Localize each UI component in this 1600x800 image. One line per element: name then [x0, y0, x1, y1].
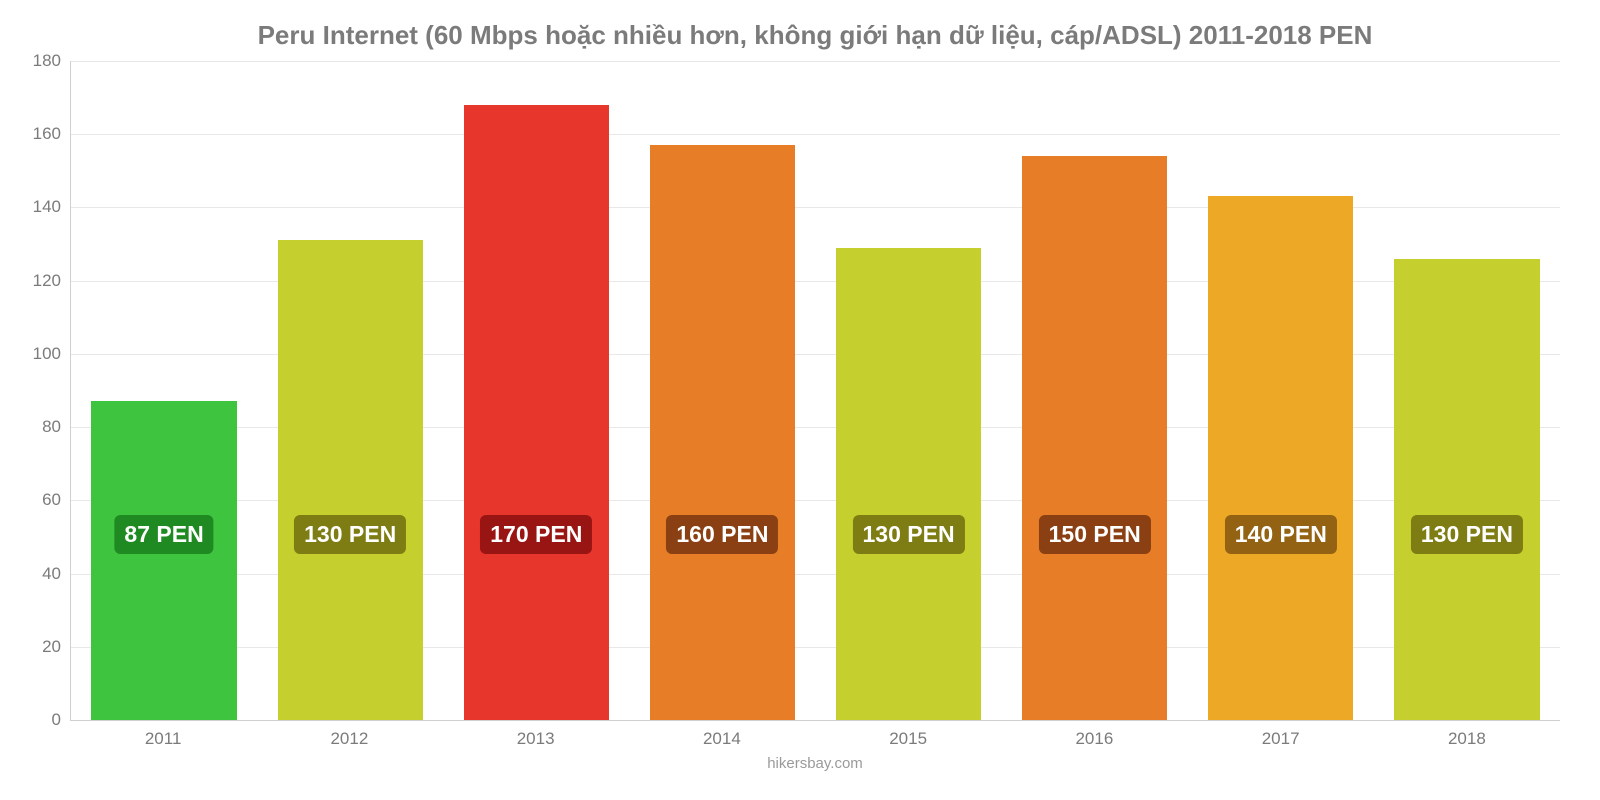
bar-slot: 140 PEN [1188, 61, 1374, 720]
bar: 130 PEN [278, 240, 423, 720]
x-tick-label: 2012 [256, 729, 442, 749]
bar-value-label: 170 PEN [480, 515, 592, 554]
bar: 150 PEN [1022, 156, 1167, 720]
x-tick-label: 2017 [1188, 729, 1374, 749]
bars-row: 87 PEN 130 PEN 170 PEN 160 PEN 130 PEN 150 PE… [71, 61, 1560, 720]
bar-slot: 130 PEN [257, 61, 443, 720]
y-tick-label: 20 [42, 637, 71, 657]
bar-value-label: 140 PEN [1225, 515, 1337, 554]
bar: 130 PEN [1394, 259, 1539, 720]
bar-value-label: 130 PEN [294, 515, 406, 554]
bar-slot: 150 PEN [1002, 61, 1188, 720]
x-axis-labels: 20112012201320142015201620172018 [70, 729, 1560, 749]
bar: 130 PEN [836, 248, 981, 720]
bar: 160 PEN [650, 145, 795, 720]
bar-slot: 87 PEN [71, 61, 257, 720]
plot-area: 020406080100120140160180 87 PEN130 PEN17… [70, 61, 1560, 721]
y-tick-label: 160 [33, 124, 71, 144]
bar-slot: 170 PEN [443, 61, 629, 720]
bar-value-label: 87 PEN [114, 515, 213, 554]
y-tick-label: 120 [33, 271, 71, 291]
y-tick-label: 40 [42, 564, 71, 584]
y-tick-label: 100 [33, 344, 71, 364]
bar-slot: 130 PEN [1374, 61, 1560, 720]
source-label: hikersbay.com [70, 755, 1560, 772]
bar: 87 PEN [91, 401, 236, 720]
y-tick-label: 0 [52, 710, 71, 730]
x-tick-label: 2014 [629, 729, 815, 749]
x-tick-label: 2013 [443, 729, 629, 749]
chart-title: Peru Internet (60 Mbps hoặc nhiều hơn, k… [70, 20, 1560, 51]
bar-value-label: 130 PEN [853, 515, 965, 554]
y-tick-label: 140 [33, 197, 71, 217]
bar-slot: 160 PEN [629, 61, 815, 720]
y-tick-label: 180 [33, 51, 71, 71]
y-tick-label: 80 [42, 417, 71, 437]
x-tick-label: 2016 [1001, 729, 1187, 749]
x-tick-label: 2015 [815, 729, 1001, 749]
bar-chart: Peru Internet (60 Mbps hoặc nhiều hơn, k… [0, 0, 1600, 800]
bar-value-label: 130 PEN [1411, 515, 1523, 554]
y-tick-label: 60 [42, 490, 71, 510]
bar: 140 PEN [1208, 196, 1353, 720]
x-tick-label: 2018 [1374, 729, 1560, 749]
bar-slot: 130 PEN [816, 61, 1002, 720]
bar-value-label: 150 PEN [1039, 515, 1151, 554]
bar: 170 PEN [464, 105, 609, 720]
x-tick-label: 2011 [70, 729, 256, 749]
bar-value-label: 160 PEN [666, 515, 778, 554]
